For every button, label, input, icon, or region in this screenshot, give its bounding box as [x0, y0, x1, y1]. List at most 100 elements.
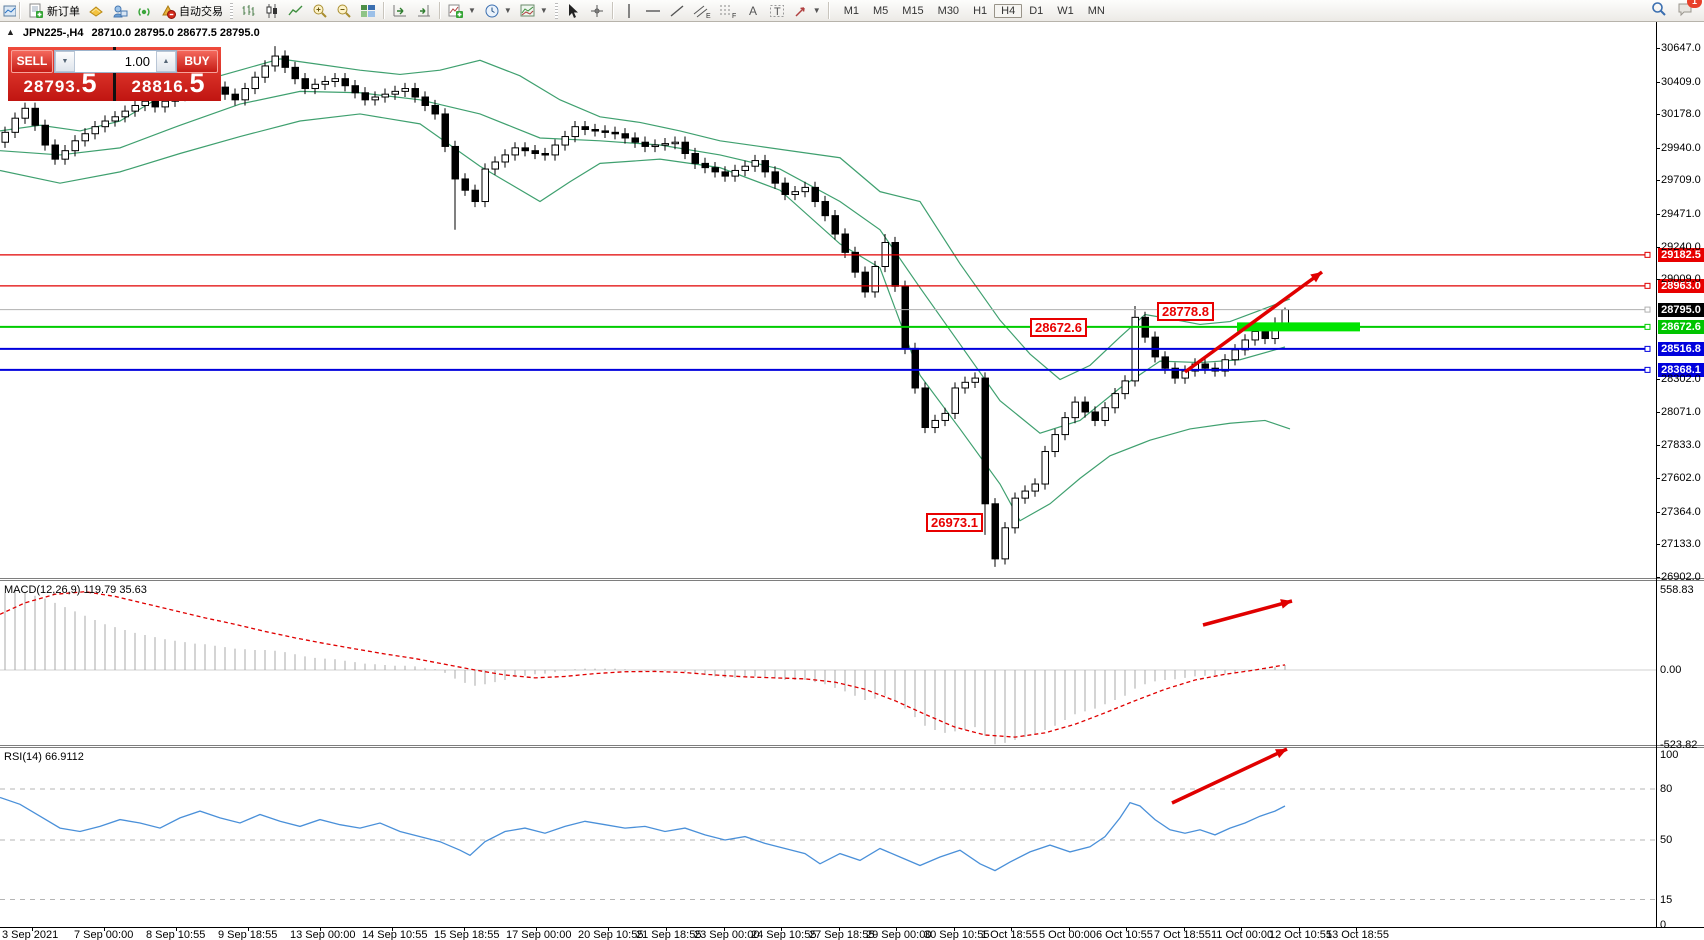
- toolbar: 新订单 自动交易 ▼ ▼: [0, 0, 1704, 22]
- channel-icon[interactable]: E: [689, 1, 715, 21]
- timeframe-h1[interactable]: H1: [973, 4, 988, 17]
- price-tick-label: 29940.0: [1656, 141, 1701, 154]
- macd-label: MACD(12,26,9) 119.79 35.63: [4, 584, 147, 596]
- price-tick-label: 29240.0: [1656, 240, 1701, 253]
- timeframe-d1[interactable]: D1: [1029, 4, 1044, 17]
- time-tick: [954, 927, 955, 931]
- search-icon[interactable]: [1651, 1, 1667, 20]
- time-tick: [1241, 927, 1242, 931]
- bar-chart-icon[interactable]: [236, 1, 260, 21]
- deposit-icon[interactable]: [84, 1, 108, 21]
- separator: [439, 2, 441, 19]
- volume-input[interactable]: [75, 51, 156, 72]
- time-tick: [32, 927, 33, 931]
- auto-scroll-icon[interactable]: [388, 1, 412, 21]
- time-axis-label: 23 Sep 00:00: [694, 929, 760, 940]
- time-axis-label: 14 Sep 10:55: [362, 929, 428, 940]
- svg-text:T: T: [774, 6, 781, 18]
- timeframe-h4[interactable]: H4: [994, 3, 1023, 18]
- time-axis-label: 7 Oct 18:55: [1154, 929, 1211, 940]
- rsi-label: RSI(14) 66.9112: [4, 751, 84, 763]
- annotation-label[interactable]: 28672.6: [1030, 318, 1087, 337]
- volume-decrease-button[interactable]: ▼: [55, 51, 75, 72]
- shapes-button[interactable]: ▼: [789, 1, 825, 21]
- dropdown-caret: ▼: [468, 6, 476, 15]
- arrows-icon: [795, 6, 805, 17]
- chart-window-icon[interactable]: [2, 1, 16, 21]
- time-tick: [176, 927, 177, 931]
- panel-separator[interactable]: [0, 745, 1704, 748]
- trendline-icon[interactable]: [665, 1, 689, 21]
- macd-panel[interactable]: [0, 578, 1657, 745]
- timeframe-m15[interactable]: M15: [902, 4, 924, 17]
- separator: [383, 2, 385, 19]
- fibonacci-icon[interactable]: F: [715, 1, 741, 21]
- cursor-icon[interactable]: [561, 1, 585, 21]
- rsi-axis-label: 80: [1660, 783, 1673, 795]
- time-axis-label: 29 Sep 00:00: [866, 929, 932, 940]
- volume-increase-button[interactable]: ▲: [156, 51, 176, 72]
- templates-button[interactable]: ▼: [516, 1, 552, 21]
- volume-box: ▼ ▲: [54, 50, 177, 73]
- main-price-chart[interactable]: [0, 22, 1657, 578]
- autotrading-icon: [162, 4, 176, 19]
- chart-shift-icon[interactable]: [412, 1, 436, 21]
- time-tick: [1299, 927, 1300, 931]
- time-tick: [1011, 927, 1012, 931]
- price-line-badge: 28672.6: [1658, 319, 1704, 334]
- svg-text:F: F: [732, 13, 736, 19]
- time-axis-label: 8 Sep 10:55: [146, 929, 206, 940]
- time-axis-label: 13 Sep 00:00: [290, 929, 356, 940]
- price-tick-label: 26902.0: [1656, 570, 1701, 583]
- horizontal-line-icon[interactable]: [641, 1, 665, 21]
- new-order-icon: [29, 3, 43, 18]
- time-tick: [320, 927, 321, 931]
- price-tick-label: 29009.0: [1656, 273, 1701, 286]
- price-tick-label: 27833.0: [1656, 439, 1701, 452]
- zoom-in-icon[interactable]: [308, 1, 332, 21]
- indicators-button[interactable]: ▼: [444, 1, 480, 21]
- time-axis-label: 15 Sep 18:55: [434, 929, 500, 940]
- periods-button[interactable]: ▼: [480, 1, 516, 21]
- autotrading-button[interactable]: 自动交易: [156, 1, 227, 21]
- price-tick-label: 29709.0: [1656, 174, 1701, 187]
- timeframe-m30[interactable]: M30: [937, 4, 960, 17]
- crosshair-icon[interactable]: [585, 1, 609, 21]
- text-label-icon[interactable]: T: [765, 1, 789, 21]
- annotation-label[interactable]: 28778.8: [1157, 302, 1214, 321]
- sell-button[interactable]: SELL: [11, 50, 53, 73]
- rsi-panel[interactable]: [0, 745, 1657, 927]
- candlestick-icon[interactable]: [260, 1, 284, 21]
- time-tick: [781, 927, 782, 931]
- rsi-axis-label: 100: [1660, 749, 1679, 761]
- notifications-button[interactable]: 1: [1677, 0, 1702, 20]
- price-axis-line: [1656, 22, 1657, 927]
- text-icon[interactable]: A: [741, 1, 765, 21]
- signal-icon[interactable]: [132, 1, 156, 21]
- timeframe-m1[interactable]: M1: [843, 4, 859, 17]
- timeframe-mn[interactable]: MN: [1087, 4, 1105, 17]
- panel-separator[interactable]: [0, 578, 1704, 581]
- zoom-out-icon[interactable]: [332, 1, 356, 21]
- tile-windows-icon[interactable]: [356, 1, 380, 21]
- time-tick: [1356, 927, 1357, 931]
- one-click-trading-panel: SELL 28793.5 BUY 28816.5 ▼ ▲: [8, 47, 221, 101]
- collapse-panel-icon[interactable]: ▲: [6, 27, 15, 37]
- time-axis-label: 3 Sep 2021: [2, 929, 59, 940]
- accounts-icon[interactable]: [108, 1, 132, 21]
- new-order-button[interactable]: 新订单: [24, 1, 84, 21]
- timeframe-group: M1 M5 M15 M30 H1 H4 D1 W1 MN: [837, 3, 1112, 18]
- price-tick-label: 28071.0: [1656, 405, 1701, 418]
- timeframe-w1[interactable]: W1: [1057, 4, 1074, 17]
- annotation-label[interactable]: 26973.1: [926, 513, 983, 532]
- chart-region: 29182.5 28963.0 28795.0 28672.6 28516.8 28368…: [0, 22, 1704, 940]
- rsi-axis-label: 50: [1660, 834, 1673, 846]
- timeframe-m5[interactable]: M5: [872, 4, 889, 17]
- time-tick: [608, 927, 609, 931]
- toolbar-grip: [230, 2, 233, 19]
- time-tick: [536, 927, 537, 931]
- time-axis-label: 12 Oct 10:55: [1269, 929, 1332, 940]
- vertical-line-icon[interactable]: [617, 1, 641, 21]
- line-chart-icon[interactable]: [284, 1, 308, 21]
